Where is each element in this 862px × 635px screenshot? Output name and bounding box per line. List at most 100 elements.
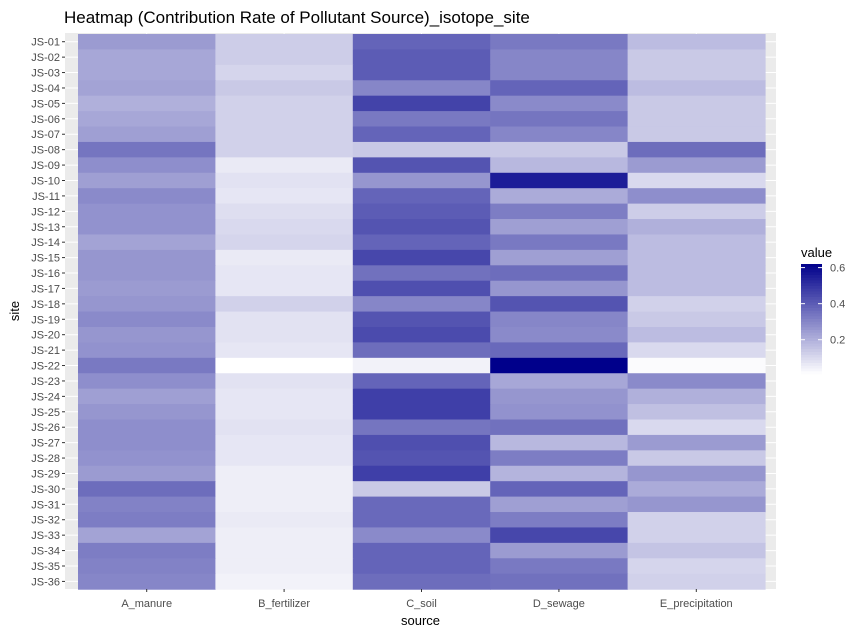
heatmap-cell [490,111,629,128]
legend-color-step [801,371,822,375]
heatmap-cell [352,172,491,189]
heatmap-cell [627,280,766,297]
heatmap-cell [627,95,766,112]
heatmap-cell [627,542,766,559]
heatmap-cell [215,296,354,313]
x-tick-label: A_manure [121,598,172,610]
legend-color-step [801,275,822,279]
heatmap-cell [352,357,491,374]
legend-tick-label: 0.4 [830,299,845,311]
legend-color-step [801,321,822,325]
x-axis-ticks: A_manure B_fertilizer C_soil D_sewage E_prec… [121,589,733,610]
y-tick-label: JS-20 [31,330,60,342]
heatmap-cell [490,326,629,343]
legend-color-step [801,363,822,367]
heatmap-cell [490,219,629,236]
legend-color-step [801,269,822,273]
heatmap-cell [490,465,629,482]
heatmap-cell [627,64,766,81]
heatmap-cell [490,496,629,513]
legend-color-step [801,308,822,312]
heatmap-cell [352,280,491,297]
y-tick-label: JS-30 [31,484,60,496]
legend-color-step [801,338,822,342]
heatmap-cell [490,203,629,220]
legend-color-step [801,327,822,331]
heatmap-cell [215,111,354,128]
heatmap-cell [352,34,491,51]
legend-color-step [801,319,822,323]
heatmap-cell [352,373,491,390]
x-tick-label: C_soil [406,598,437,610]
heatmap-cell [215,450,354,467]
legend-color-step [801,349,822,353]
heatmap-cell [352,527,491,544]
heatmap-cell [215,80,354,97]
heatmap-cell [627,388,766,405]
heatmap-cell [215,280,354,297]
heatmap-cell [78,219,216,236]
heatmap-cell [627,481,766,498]
heatmap-cell [215,496,354,513]
heatmap-cell [627,434,766,451]
heatmap-cell [352,249,491,266]
heatmap-cell [352,219,491,236]
y-tick-label: JS-10 [31,175,60,187]
heatmap-cell [352,311,491,328]
heatmap-cell [215,527,354,544]
legend-color-step [801,330,822,334]
heatmap-cell [215,311,354,328]
legend-color-step [801,288,822,292]
legend-tick-label: 0.6 [830,263,845,275]
y-tick-label: JS-29 [31,468,60,480]
heatmap-cell [215,249,354,266]
heatmap-cell [490,157,629,174]
y-tick-label: JS-08 [31,145,60,157]
heatmap-cell [215,172,354,189]
y-tick-label: JS-27 [31,438,60,450]
heatmap-cell [215,558,354,575]
heatmap-cell [215,234,354,251]
heatmap-cell [215,388,354,405]
heatmap-cell [215,465,354,482]
heatmap-cell [490,49,629,66]
heatmap-cell [215,64,354,81]
heatmap-cell [490,527,629,544]
chart-title: Heatmap (Contribution Rate of Pollutant … [64,8,530,27]
heatmap-cell [490,419,629,436]
legend-color-step [801,343,822,347]
legend-color-step [801,310,822,314]
legend-color-step [801,297,822,301]
heatmap-cell [78,49,216,66]
heatmap-cell [627,265,766,282]
heatmap-cell [627,527,766,544]
heatmap-cell [627,357,766,374]
heatmap-cell [627,249,766,266]
heatmap-cell [78,326,216,343]
heatmap-cell [78,527,216,544]
heatmap-cell [78,388,216,405]
heatmap-cell [78,265,216,282]
y-tick-label: JS-15 [31,253,60,265]
legend-color-step [801,280,822,284]
heatmap-cell [352,326,491,343]
heatmap-cell [215,357,354,374]
heatmap-cell [78,203,216,220]
heatmap-cell [215,542,354,559]
heatmap-cell [78,512,216,529]
y-tick-label: JS-11 [32,191,60,203]
legend-color-step [801,335,822,339]
heatmap-cell [215,34,354,51]
heatmap-cell [78,126,216,143]
legend-color-step [801,357,822,361]
legend-color-step [801,352,822,356]
heatmap-cell [78,434,216,451]
color-legend: value 0.2 0.4 0.6 [801,245,845,375]
legend-color-step [801,272,822,276]
legend-color-step [801,365,822,369]
legend-color-step [801,264,822,268]
x-axis-title: source [401,613,440,628]
heatmap-cell [215,265,354,282]
y-tick-label: JS-14 [31,237,60,249]
heatmap-cell [490,280,629,297]
